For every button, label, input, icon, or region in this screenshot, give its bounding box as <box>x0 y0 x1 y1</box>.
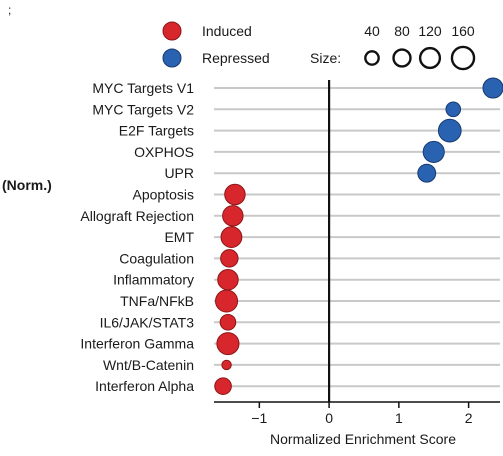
x-axis-ticks: −1 0 1 2 <box>251 402 473 426</box>
induced-point <box>224 183 246 206</box>
size-legend-circle <box>418 46 442 70</box>
x-tick-label: 0 <box>325 410 333 426</box>
induced-point <box>216 332 240 356</box>
induced-point <box>221 359 232 371</box>
size-legend-circle <box>392 48 412 68</box>
data-points <box>214 77 503 395</box>
gridlines <box>214 87 500 388</box>
repressed-point <box>417 163 437 183</box>
induced-point <box>219 313 237 331</box>
category-label: UPR <box>164 165 194 181</box>
induced-point <box>220 249 239 268</box>
induced-point <box>220 226 243 248</box>
size-legend-circle <box>450 45 476 71</box>
repressed-point <box>482 77 503 99</box>
repressed-point <box>437 118 462 143</box>
category-label: Interferon Gamma <box>80 336 194 352</box>
category-labels: MYC Targets V1 MYC Targets V2 E2F Targets O… <box>80 80 194 394</box>
legend-size-title: Size: <box>310 50 341 66</box>
size-legend-value: 120 <box>418 23 442 39</box>
category-label: MYC Targets V2 <box>92 101 194 117</box>
x-tick-label: 1 <box>395 410 403 426</box>
category-label: MYC Targets V1 <box>92 80 194 96</box>
category-label: Inflammatory <box>113 272 194 288</box>
category-label: EMT <box>164 229 194 245</box>
x-axis-title: Normalized Enrichment Score <box>270 431 456 447</box>
category-label: Allograft Rejection <box>80 208 194 224</box>
legend-repressed-swatch <box>162 48 182 68</box>
category-label: TNFa/NFkB <box>120 293 194 309</box>
size-legend-value: 160 <box>451 23 475 39</box>
induced-point <box>214 377 232 395</box>
category-label: IL6/JAK/STAT3 <box>100 314 195 330</box>
legend-induced-swatch <box>162 21 182 41</box>
induced-point <box>222 205 244 227</box>
x-tick-label: −1 <box>251 410 267 426</box>
size-legend-value: 40 <box>364 23 380 39</box>
size-legend: 40 80 120 160 <box>364 23 476 71</box>
legend: Induced Repressed Size: 40 80 120 160 <box>162 21 476 71</box>
category-label: E2F Targets <box>119 123 194 139</box>
side-label: (Norm.) <box>2 177 52 193</box>
repressed-point <box>422 140 445 163</box>
repressed-point <box>445 101 462 118</box>
category-label: OXPHOS <box>134 144 194 160</box>
size-legend-value: 80 <box>394 23 410 39</box>
legend-repressed-label: Repressed <box>202 50 270 66</box>
category-label: Interferon Alpha <box>95 378 194 394</box>
induced-point <box>215 289 239 313</box>
category-label: Coagulation <box>119 250 194 266</box>
category-label: Wnt/B-Catenin <box>103 357 194 373</box>
x-tick-label: 2 <box>465 410 473 426</box>
category-label: Apoptosis <box>133 187 194 203</box>
induced-point <box>217 268 239 291</box>
legend-induced-label: Induced <box>202 23 252 39</box>
size-legend-circle <box>364 50 380 66</box>
corner-mark: ; <box>8 3 11 17</box>
